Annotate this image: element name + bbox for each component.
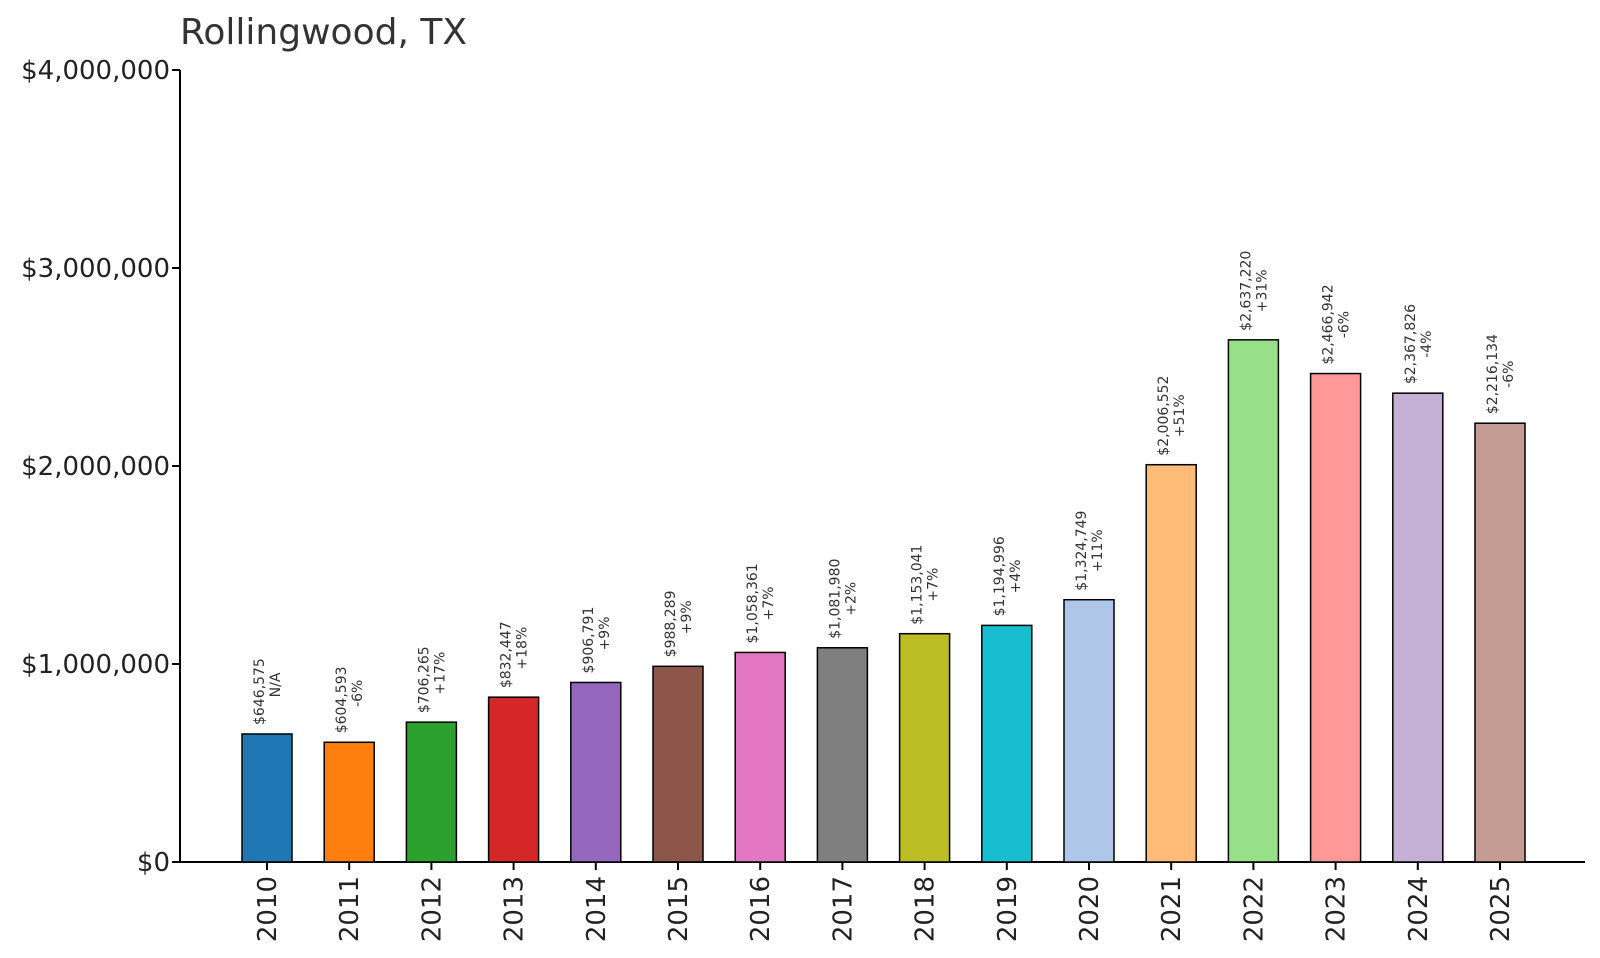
x-axis: 2010 2011 2012 2013 2014 2015 2016 2017 2018 2019… [180, 861, 1585, 942]
value-label: $2,367,826 [1403, 304, 1419, 384]
x-tick-label: 2021 [1157, 876, 1187, 942]
change-label: N/A [268, 672, 284, 697]
x-tick-label: 2022 [1239, 876, 1269, 942]
value-label: $832,447 [499, 621, 515, 688]
x-tick-label: 2015 [664, 876, 694, 942]
bar-2020 [1063, 598, 1115, 863]
bar-2021 [1145, 463, 1197, 863]
x-tick-label: 2014 [582, 876, 612, 942]
x-tick-label: 2025 [1486, 876, 1516, 942]
change-label: +9% [597, 616, 613, 650]
change-label: -4% [1419, 331, 1435, 358]
bar-2011 [323, 741, 375, 863]
change-label: +7% [761, 586, 777, 620]
change-label: -6% [350, 680, 366, 707]
x-tick-label: 2013 [500, 876, 530, 942]
value-label: $706,265 [416, 646, 432, 713]
value-label: $1,153,041 [910, 545, 926, 625]
bars-group [241, 339, 1526, 863]
bar-2012 [405, 721, 458, 863]
data-labels-group: $646,575 N/A $604,593 -6% $706,265 +17% $832,4… [252, 251, 1517, 734]
x-tick-label: 2016 [746, 876, 776, 942]
bar-2022 [1227, 339, 1280, 863]
value-label: $1,081,980 [827, 559, 843, 639]
value-label: $2,216,134 [1485, 334, 1501, 414]
bar-2023 [1309, 372, 1362, 863]
bar-2024 [1392, 392, 1444, 863]
change-label: -6% [1501, 361, 1517, 388]
x-tick-label: 2017 [828, 876, 858, 942]
x-tick-label: 2011 [335, 876, 365, 942]
change-label: +4% [1008, 559, 1024, 593]
bar-2017 [816, 647, 869, 863]
value-label: $2,006,552 [1156, 376, 1172, 456]
x-tick-label: 2023 [1322, 876, 1352, 942]
bar-2025 [1474, 422, 1526, 863]
bar-2018 [898, 632, 951, 863]
x-tick-label: 2012 [417, 876, 447, 942]
y-tick-label: $4,000,000 [21, 56, 170, 86]
bar-2013 [487, 696, 540, 863]
y-tick-label: $2,000,000 [21, 452, 170, 482]
value-label: $604,593 [334, 666, 350, 733]
bar-2019 [981, 624, 1033, 863]
change-label: +31% [1254, 269, 1270, 312]
value-label: $2,637,220 [1238, 251, 1254, 331]
x-tick-label: 2018 [911, 876, 941, 942]
change-label: +17% [432, 652, 448, 695]
x-tick-label: 2010 [253, 876, 283, 942]
y-axis: $0 $1,000,000 $2,000,000 $3,000,000 $4,000,0… [21, 56, 181, 878]
value-label: $1,324,749 [1074, 511, 1090, 591]
x-tick-label: 2024 [1404, 876, 1434, 942]
change-label: -6% [1337, 311, 1353, 338]
change-label: +11% [1090, 529, 1106, 572]
change-label: +18% [515, 627, 531, 670]
value-label: $646,575 [252, 658, 268, 725]
bar-2015 [652, 665, 704, 863]
change-label: +2% [843, 582, 859, 616]
value-label: $906,791 [581, 607, 597, 674]
change-label: +51% [1172, 394, 1188, 437]
change-label: +9% [679, 600, 695, 634]
value-label: $1,058,361 [745, 563, 761, 643]
y-tick-label: $0 [137, 848, 170, 878]
change-label: +7% [926, 568, 942, 602]
bar-2016 [734, 651, 786, 863]
value-label: $988,289 [663, 591, 679, 658]
chart-title: Rollingwood, TX [180, 12, 467, 53]
bar-2010 [241, 733, 293, 863]
value-label: $1,194,996 [992, 536, 1008, 616]
bar-2014 [570, 681, 622, 863]
value-label: $2,466,942 [1321, 284, 1337, 364]
x-tick-label: 2019 [993, 876, 1023, 942]
y-tick-label: $3,000,000 [21, 254, 170, 284]
x-tick-label: 2020 [1075, 876, 1105, 942]
y-tick-label: $1,000,000 [21, 650, 170, 680]
